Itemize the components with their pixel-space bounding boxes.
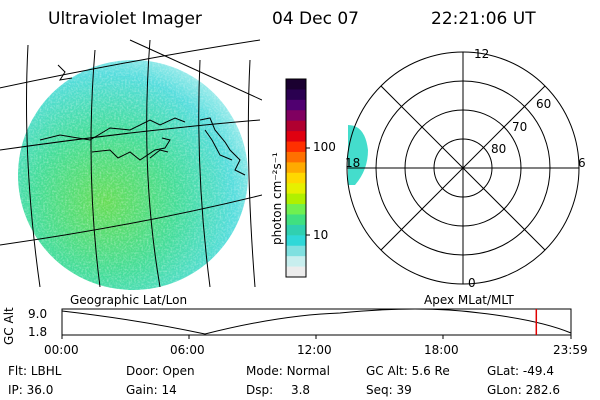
gain-value: 14 [161, 383, 177, 397]
timeline-xlabel-0600: 06:00 [170, 343, 205, 357]
ip-label: IP: [8, 383, 23, 397]
status-seq: Seq: 39 [366, 383, 412, 397]
door-value: Open [162, 364, 195, 378]
status-ip: IP: 36.0 [8, 383, 53, 397]
colorbar-cell [286, 172, 306, 184]
glat-value: -49.4 [522, 364, 554, 378]
colorbar-cell [286, 235, 306, 247]
colorbar-cell [286, 99, 306, 111]
colorbar-cell [286, 204, 306, 215]
status-flt: Flt: LBHL [8, 364, 61, 378]
colorbar-cell [286, 245, 306, 257]
mlt-label-12: 12 [474, 47, 490, 61]
mlat-label-60: 60 [536, 97, 552, 111]
gain-label: Gain: [126, 383, 158, 397]
glat-label: GLat: [487, 364, 520, 378]
seq-value: 39 [396, 383, 412, 397]
mlat-label-70: 70 [512, 120, 528, 134]
status-mode: Mode: Normal [246, 364, 330, 378]
time-label: 22:21:06 UT [431, 9, 536, 29]
timeline-xlabel-1200: 12:00 [297, 343, 332, 357]
coastlines [39, 64, 246, 176]
geo-panel-label: Geographic Lat/Lon [70, 293, 188, 307]
colorbar-cell [286, 131, 306, 143]
altitude-curve [61, 308, 572, 335]
instrument-title: Ultraviolet Imager [48, 9, 202, 29]
glon-label: GLon: [487, 383, 522, 397]
colorbar-cell [286, 141, 306, 153]
colorbar [285, 78, 310, 278]
gcalt-value: 5.6 Re [411, 364, 450, 378]
colorbar-label-100: 100 [313, 140, 336, 154]
timeline-xlabel-2359: 23:59 [553, 343, 588, 357]
colorbar-cells [286, 79, 306, 278]
colorbar-unit-label: photon cm⁻²s⁻¹ [270, 152, 284, 245]
colorbar-cell [286, 256, 306, 268]
ip-value: 36.0 [26, 383, 54, 397]
mlt-label-6: 6 [578, 156, 586, 170]
colorbar-cell [286, 89, 306, 101]
colorbar-frame [285, 78, 307, 278]
status-dsp: Dsp: 3.8 [246, 383, 310, 397]
glon-value: 282.6 [525, 383, 560, 397]
colorbar-cell [286, 224, 306, 236]
status-gain: Gain: 14 [126, 383, 177, 397]
status-door: Door: Open [126, 364, 195, 378]
colorbar-cell [286, 183, 306, 195]
timeline-ytick-1-8: 1.8 [28, 325, 48, 339]
door-label: Door: [126, 364, 159, 378]
mode-label: Mode: [246, 364, 283, 378]
date-label: 04 Dec 07 [272, 9, 359, 29]
mlat-label-80: 80 [491, 142, 507, 156]
status-glat: GLat: -49.4 [487, 364, 554, 378]
timeline-xlabel-0000: 00:00 [44, 343, 79, 357]
polar-plot [346, 51, 580, 285]
timeline-plot [61, 308, 572, 339]
colorbar-cell [286, 162, 306, 174]
colorbar-cell [286, 214, 306, 226]
mlt-label-0: 0 [468, 276, 476, 290]
pixel-noise [18, 60, 248, 290]
colorbar-cell [286, 266, 306, 278]
colorbar-cell [286, 151, 306, 163]
colorbar-cell [286, 120, 306, 132]
geo-grid [0, 39, 262, 287]
polar-grid [346, 51, 580, 285]
mode-value: Normal [286, 364, 330, 378]
dsp-value: 3.8 [290, 383, 311, 397]
timeline-xlabel-1800: 18:00 [424, 343, 459, 357]
seq-label: Seq: [366, 383, 393, 397]
timeline-ylabel: GC Alt [2, 307, 16, 345]
polar-panel-label: Apex MLat/MLT [424, 293, 514, 307]
flt-label: Flt: [8, 364, 27, 378]
colorbar-label-10: 10 [313, 228, 329, 242]
status-glon: GLon: 282.6 [487, 383, 560, 397]
colorbar-cell [286, 79, 306, 90]
gcalt-label: GC Alt: [366, 364, 408, 378]
dsp-label: Dsp: [246, 383, 274, 397]
geographic-image [18, 60, 248, 290]
colorbar-cell [286, 193, 306, 205]
timeline-ytick-9: 9.0 [28, 307, 48, 321]
status-gcalt: GC Alt: 5.6 Re [366, 364, 450, 378]
flt-value: LBHL [30, 364, 62, 378]
colorbar-cell [286, 110, 306, 122]
mlt-label-18: 18 [345, 156, 361, 170]
polar-aurora-patch [348, 125, 368, 185]
